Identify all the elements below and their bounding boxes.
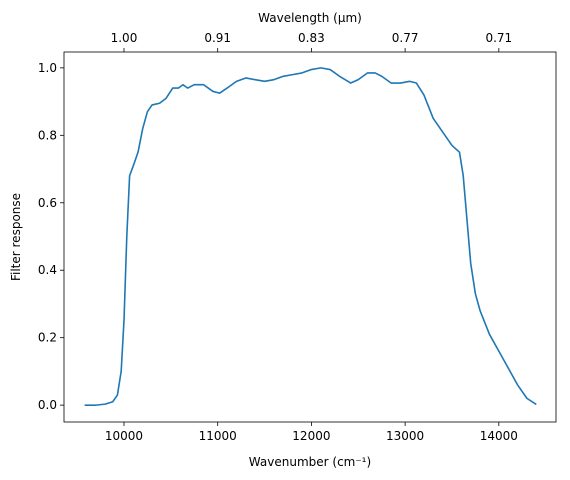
y-tick-label: 0.4 <box>38 263 57 277</box>
x2-tick-label: 0.71 <box>485 31 512 45</box>
plot-frame <box>63 51 557 423</box>
y-tick-label: 0.2 <box>38 331 57 345</box>
y-axis-label: Filter response <box>9 193 23 281</box>
y-tick-label: 1.0 <box>38 61 57 75</box>
data-line <box>84 67 537 406</box>
x-tick-label: 10000 <box>105 429 143 443</box>
y-tick-label: 0.0 <box>38 398 57 412</box>
y-tick-label: 0.8 <box>38 128 57 142</box>
x-tick-label: 13000 <box>386 429 424 443</box>
x2-tick-label: 0.91 <box>204 31 231 45</box>
x2-tick-label: 0.83 <box>298 31 325 45</box>
x-tick-label: 14000 <box>480 429 518 443</box>
y-tick-label: 0.6 <box>38 196 57 210</box>
x-tick-label: 12000 <box>292 429 330 443</box>
x-tick-label: 11000 <box>199 429 237 443</box>
x2-tick-label: 0.77 <box>392 31 419 45</box>
x-axis-label: Wavenumber (cm⁻¹) <box>249 455 371 469</box>
x2-axis-label: Wavelength (μm) <box>258 11 362 25</box>
x2-tick-label: 1.00 <box>111 31 138 45</box>
